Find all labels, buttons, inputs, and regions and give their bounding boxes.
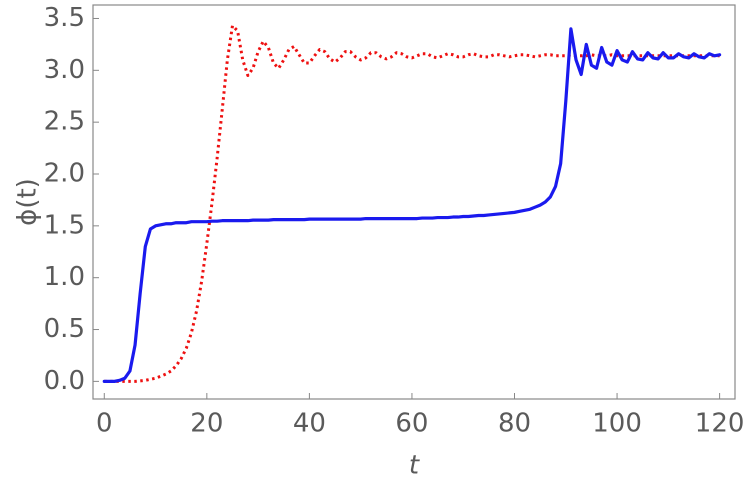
x-tick-label: 0	[96, 409, 113, 439]
x-tick-label: 60	[395, 409, 428, 439]
series-line	[104, 24, 720, 383]
x-tick-label: 40	[293, 409, 326, 439]
series-line	[102, 27, 722, 383]
y-axis-label: ϕ(t)	[13, 178, 43, 226]
x-tick-label: 120	[695, 409, 745, 439]
x-tick-label: 100	[592, 409, 642, 439]
y-tick-label: 3.0	[44, 55, 85, 85]
y-tick-label: 1.5	[44, 210, 85, 240]
plot-frame	[92, 4, 736, 400]
y-tick-label: 0.5	[44, 314, 85, 344]
y-tick-label: 2.5	[44, 107, 85, 137]
x-axis-label: t	[409, 451, 420, 481]
y-tick-label: 3.5	[44, 3, 85, 33]
y-tick-label: 0.0	[44, 366, 85, 396]
y-tick-label: 2.0	[44, 159, 85, 189]
x-tick-label: 80	[498, 409, 531, 439]
x-tick-label: 20	[190, 409, 223, 439]
y-tick-label: 1.0	[44, 262, 85, 292]
